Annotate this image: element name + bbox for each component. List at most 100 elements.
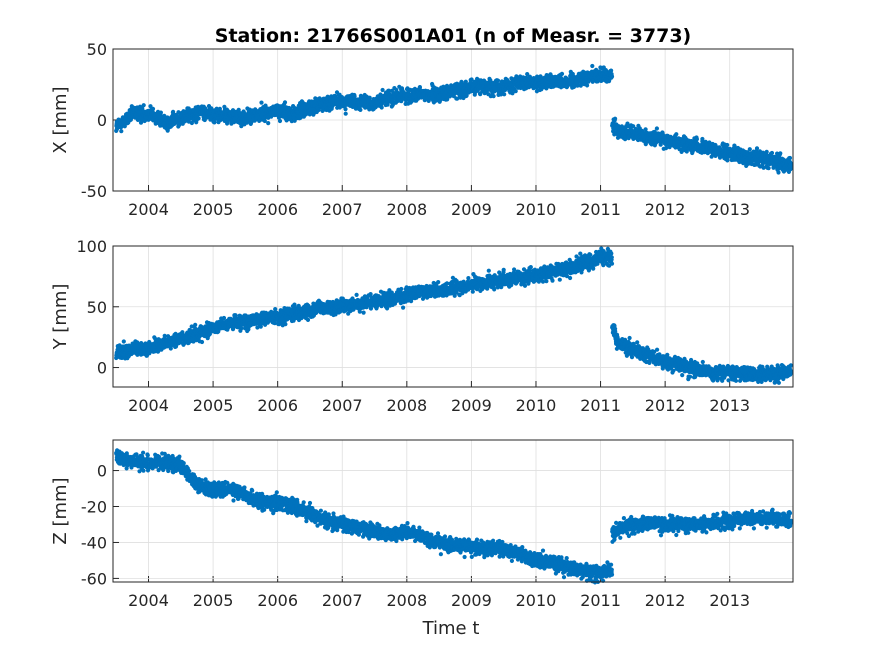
data-point [510,91,515,96]
scatter-series-x [114,63,794,175]
y-tick-label: 0 [97,111,107,130]
data-point [613,116,618,121]
y-axis-label-x: X [mm] [50,86,71,153]
data-point [747,147,752,152]
data-point [239,326,244,331]
data-point [725,142,730,148]
data-point [283,322,288,327]
data-point [502,92,507,97]
data-point [343,111,348,116]
data-point [725,158,730,163]
x-tick-label: 2009 [451,200,492,219]
x-tick-label: 2007 [322,396,363,415]
data-point [162,333,167,338]
data-point [386,88,391,93]
data-point [674,132,679,137]
data-point [379,105,384,110]
data-point [119,129,124,134]
data-point [277,118,283,124]
y-axis-label-y: Y [mm] [50,284,71,351]
data-point [358,107,363,112]
data-point [778,151,783,156]
x-tick-label: 2008 [386,200,427,219]
data-point [609,74,615,79]
data-point [292,302,297,307]
data-point [776,170,781,175]
x-tick-label: 2006 [257,200,298,219]
x-tick-label: 2006 [257,396,298,415]
data-point [590,63,595,69]
data-point [495,78,501,83]
data-point [469,77,474,82]
data-point [694,137,700,142]
data-point [259,100,264,105]
data-point [663,146,669,151]
data-point [196,116,201,121]
axes-border-x [112,48,794,192]
data-point [273,307,278,312]
data-point [199,339,205,345]
data-point [478,78,483,83]
x-tick-label: 2004 [128,200,169,219]
y-tick-label: 50 [87,298,107,317]
chart-title: Station: 21766S001A01 (n of Measr. = 377… [215,25,691,47]
data-point [417,85,422,90]
data-point [380,87,385,93]
x-tick-label: 2010 [516,396,557,415]
data-point [578,83,583,88]
data-point [491,94,496,99]
data-point [367,95,372,100]
x-tick-label: 2013 [709,200,750,219]
data-point [209,106,214,111]
data-point [631,124,636,129]
data-point [654,126,660,131]
data-point [463,79,468,84]
x-tick-label: 2012 [645,200,686,219]
y-tick-label: 0 [97,359,107,378]
data-point [616,124,621,129]
data-point [221,315,227,321]
x-tick-label: 2010 [516,200,557,219]
data-point [212,120,217,125]
data-point [525,72,530,77]
data-point [585,83,590,88]
data-point [629,128,634,133]
data-point [788,163,794,168]
data-point [787,155,793,161]
data-point [700,136,705,142]
data-point [141,103,146,108]
x-tick-label: 2004 [128,396,169,415]
data-point [150,106,156,111]
data-point [679,149,684,154]
scatter-series-y [114,246,794,385]
data-point [282,100,288,105]
data-point [766,166,771,171]
data-point [325,94,330,99]
data-point [769,150,775,156]
data-point [478,92,483,97]
data-point [305,317,311,322]
x-tick-label: 2005 [193,396,234,415]
data-point [513,89,518,94]
y-tick-label: 50 [87,40,107,59]
data-point [121,339,126,344]
x-tick-label: 2011 [580,200,621,219]
x-tick-label: 2007 [322,200,363,219]
data-point [394,87,399,93]
data-point [158,110,163,115]
data-point [764,149,769,154]
data-point [217,106,222,111]
data-point [262,118,267,124]
x-tick-label: 2012 [645,396,686,415]
data-point [609,68,614,73]
data-point [266,121,271,126]
axes-y: 2004 2005 2006 2007 2008 2009 2010 2011 2012 2013… [50,237,794,415]
y-tick-label: 100 [76,237,107,256]
data-point [643,127,648,132]
x-tick-label: 2005 [193,200,234,219]
x-tick-label: 2008 [386,396,427,415]
data-point [343,107,348,112]
data-point [193,322,198,327]
axes-x: 2004 2005 2006 2007 2008 2009 2010 2011 2012 2013… [50,40,794,219]
